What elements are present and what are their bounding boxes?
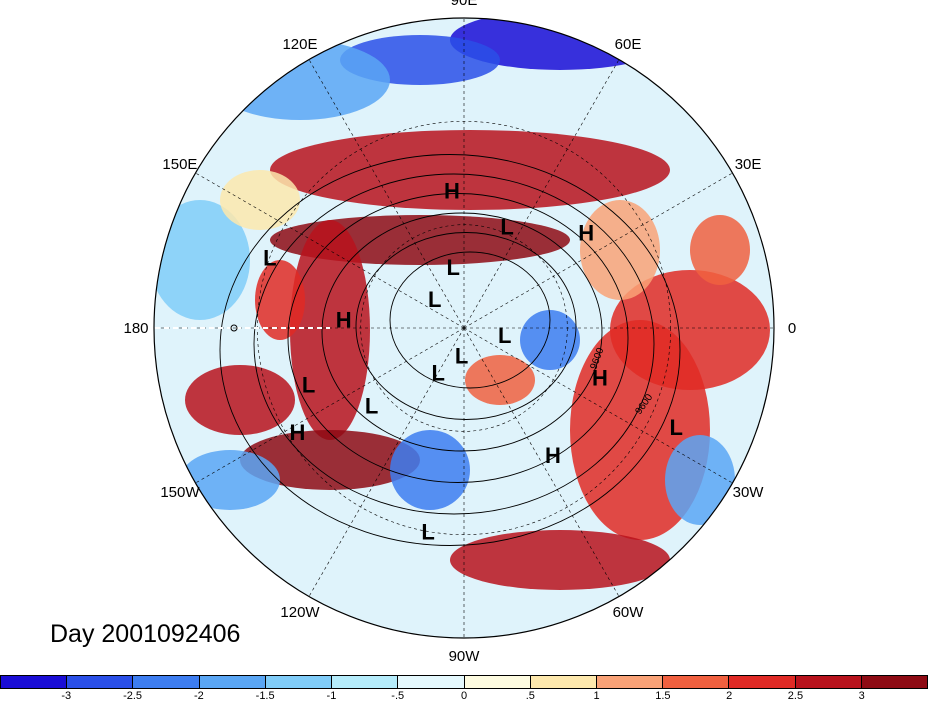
longitude-label: 120E bbox=[282, 36, 317, 53]
colorbar-segment bbox=[596, 676, 664, 688]
colorbar-segment bbox=[199, 676, 266, 688]
low-pressure-marker: L bbox=[302, 373, 315, 398]
height-contour bbox=[355, 232, 577, 420]
anomaly-blob bbox=[665, 435, 735, 525]
anomaly-blob bbox=[270, 130, 670, 210]
low-pressure-marker: L bbox=[428, 287, 441, 312]
high-pressure-marker: H bbox=[336, 308, 352, 333]
colorbar-segment bbox=[265, 676, 333, 688]
low-pressure-marker: L bbox=[670, 415, 683, 440]
anomaly-blob bbox=[465, 355, 535, 405]
low-pressure-marker: L bbox=[365, 393, 378, 418]
meridian-line bbox=[195, 172, 465, 329]
low-pressure-marker: L bbox=[498, 323, 511, 348]
longitude-label: 150E bbox=[162, 156, 197, 173]
height-contour bbox=[253, 173, 655, 515]
colorbar-segment bbox=[67, 676, 134, 688]
longitude-label: 30E bbox=[735, 156, 762, 173]
meridian-line bbox=[463, 327, 733, 484]
anomaly-blob bbox=[154, 200, 250, 320]
colorbar-segment bbox=[729, 676, 796, 688]
height-contour bbox=[389, 251, 551, 389]
longitude-label: 150W bbox=[160, 484, 200, 501]
low-pressure-marker: L bbox=[455, 343, 468, 368]
colorbar-tick-label: 0 bbox=[460, 690, 468, 702]
anomaly-blob bbox=[580, 200, 660, 300]
longitude-label: 0 bbox=[788, 320, 796, 337]
colorbar-tick-label: 2.5 bbox=[787, 690, 804, 702]
longitude-label: 60E bbox=[615, 36, 642, 53]
anomaly-blob bbox=[185, 365, 295, 435]
colorbar-segment bbox=[464, 676, 531, 688]
anomaly-blob bbox=[390, 430, 470, 510]
anomaly-blob bbox=[180, 450, 280, 510]
colorbar-tick-label: -1 bbox=[326, 690, 337, 702]
colorbar-segment bbox=[332, 676, 399, 688]
colorbar-tick-label: -2 bbox=[193, 690, 204, 702]
colorbar-segment bbox=[1, 676, 68, 688]
longitude-label: 180 bbox=[123, 320, 148, 337]
longitude-label: 120W bbox=[280, 604, 320, 621]
anomaly-blob bbox=[690, 215, 750, 285]
meridian-line bbox=[463, 59, 620, 329]
high-pressure-marker: H bbox=[545, 443, 561, 468]
colorbar-tick-label: 1.5 bbox=[655, 690, 671, 702]
low-pressure-marker: L bbox=[431, 361, 444, 386]
colorbar-tick-label: -2.5 bbox=[123, 690, 143, 702]
meridian-line bbox=[463, 327, 620, 597]
longitude-labels: 90E 60E 30E 0 30W 60W 90W 120W 150W 180 150E 120E bbox=[123, 0, 796, 665]
colorbar-tick-label: -3 bbox=[61, 690, 72, 702]
meridian-line bbox=[308, 59, 465, 329]
colorbar-tick-label: 3 bbox=[858, 690, 865, 702]
high-pressure-marker: H bbox=[290, 420, 306, 445]
anomaly-blob bbox=[255, 260, 305, 340]
low-pressure-marker: L bbox=[447, 255, 460, 280]
meridian-line bbox=[463, 172, 733, 329]
meridian-line bbox=[195, 327, 465, 484]
colorbar-tick-label: .5 bbox=[525, 690, 535, 702]
longitude-label: 30W bbox=[733, 484, 765, 501]
anomaly-blob bbox=[450, 530, 670, 590]
anomaly-blobs bbox=[154, 18, 770, 590]
height-contour bbox=[287, 193, 629, 483]
meridian-line bbox=[308, 327, 465, 597]
longitude-label: 90W bbox=[449, 648, 481, 665]
high-pressure-marker: H bbox=[592, 365, 608, 390]
low-pressure-marker: L bbox=[500, 215, 513, 240]
low-pressure-marker: L bbox=[263, 245, 276, 270]
longitude-label: 60W bbox=[613, 604, 645, 621]
anomaly-blob bbox=[520, 310, 580, 370]
height-contours bbox=[219, 154, 681, 546]
colorbar-segment bbox=[795, 676, 862, 688]
graticule bbox=[154, 18, 774, 638]
colorbar bbox=[0, 675, 928, 689]
anomaly-blob bbox=[610, 270, 770, 390]
colorbar-segment bbox=[398, 676, 465, 688]
anomaly-blob bbox=[240, 430, 420, 490]
anomaly-blob bbox=[220, 170, 300, 230]
colorbar-segment bbox=[663, 676, 730, 688]
height-contour bbox=[321, 212, 603, 452]
day-title: Day 2001092406 bbox=[50, 620, 241, 648]
colorbar-segment bbox=[133, 676, 200, 688]
low-pressure-marker: L bbox=[421, 520, 434, 545]
height-contour bbox=[219, 154, 681, 546]
anomaly-blob bbox=[290, 220, 370, 440]
longitude-label: 90E bbox=[451, 0, 478, 9]
colorbar-labels: -3 -2.5 -2 -1.5 -1 -.5 0 .5 1 1.5 2 2.5 3 bbox=[0, 690, 928, 702]
colorbar-tick-label: -.5 bbox=[391, 690, 405, 702]
map-boundary bbox=[153, 17, 775, 639]
colorbar-segment bbox=[530, 676, 597, 688]
anomaly-field bbox=[154, 18, 774, 638]
dateline-dot bbox=[230, 324, 238, 332]
colorbar-tick-label: -1.5 bbox=[255, 690, 275, 702]
high-pressure-marker: H bbox=[444, 179, 460, 204]
colorbar-segment bbox=[861, 676, 928, 688]
colorbar-tick-label: 1 bbox=[593, 690, 600, 702]
colorbar-tick-label: 2 bbox=[726, 690, 733, 702]
high-pressure-marker: H bbox=[578, 221, 594, 246]
